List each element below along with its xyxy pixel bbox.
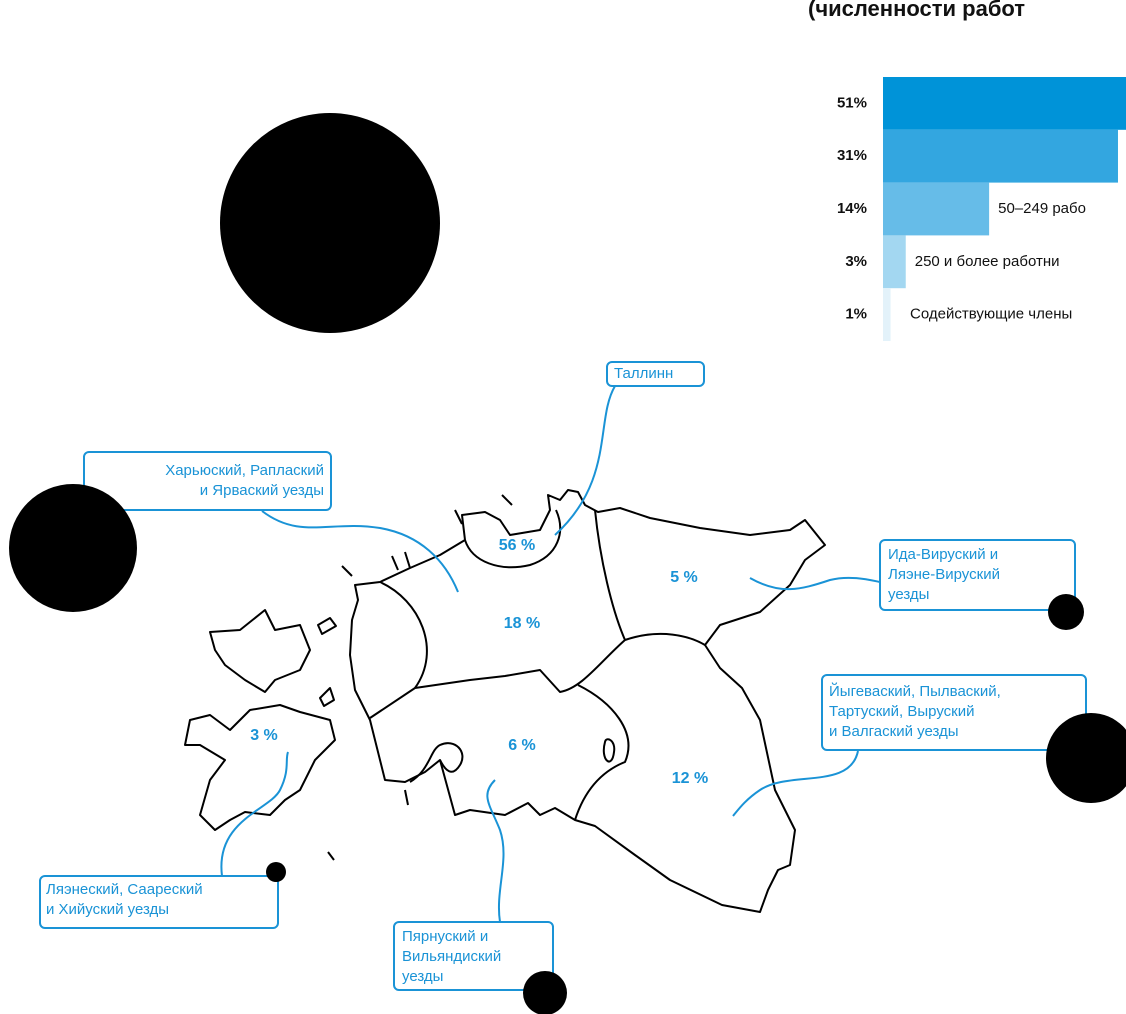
region-name: уезды bbox=[402, 968, 443, 985]
label-box bbox=[821, 674, 1087, 751]
map-outline bbox=[184, 489, 826, 913]
region-name: и Ярваский уезды bbox=[200, 482, 324, 499]
placeholder-circle bbox=[1046, 713, 1126, 803]
label-box bbox=[39, 875, 279, 929]
bar bbox=[883, 182, 990, 236]
border bbox=[379, 581, 428, 689]
border bbox=[574, 684, 630, 821]
region-name: уезды bbox=[888, 586, 929, 603]
value-label: 51% bbox=[837, 94, 867, 111]
placeholder-circle bbox=[523, 971, 567, 1014]
region-share: 6 % bbox=[508, 737, 536, 754]
region-name: Таллинн bbox=[614, 365, 673, 382]
border bbox=[624, 632, 706, 646]
region-name: Ляэне-Вируский bbox=[888, 566, 1000, 583]
region-name: Пярнуский и bbox=[402, 928, 488, 945]
island bbox=[317, 617, 337, 635]
island bbox=[184, 704, 336, 831]
leader-line bbox=[732, 750, 859, 817]
leader-line bbox=[554, 385, 616, 536]
leader-line bbox=[220, 751, 289, 877]
region-name: и Хийуский уезды bbox=[46, 901, 169, 918]
chart-title: (численности работ bbox=[808, 0, 1025, 21]
region-name: Тартуский, Выруский bbox=[829, 703, 974, 720]
region-share: 12 % bbox=[672, 770, 708, 787]
label-box bbox=[83, 451, 332, 511]
placeholder-circle bbox=[266, 862, 286, 882]
islet bbox=[327, 494, 513, 861]
leader-lines bbox=[220, 385, 881, 923]
island bbox=[319, 687, 335, 707]
leader-line bbox=[749, 576, 881, 591]
region-name: Ляэнеский, Саареский bbox=[46, 881, 203, 898]
region-share: 5 % bbox=[670, 569, 698, 586]
placeholder-circle bbox=[9, 484, 137, 612]
region-name: Ида-Вируский и bbox=[888, 546, 998, 563]
region-share: 56 % bbox=[499, 537, 535, 554]
value-label: 31% bbox=[837, 147, 867, 164]
label-box bbox=[393, 921, 554, 991]
bar bbox=[883, 235, 906, 289]
value-label: 3% bbox=[845, 253, 867, 270]
region-name: Харьюский, Раплаский bbox=[165, 462, 324, 479]
region-name: Йыгеваский, Пылваский, bbox=[829, 682, 1001, 700]
value-label: 14% bbox=[837, 200, 867, 217]
border bbox=[369, 639, 626, 719]
region-share: 3 % bbox=[250, 727, 278, 744]
border bbox=[409, 742, 464, 783]
label-box bbox=[606, 361, 705, 387]
category-label: 250 и более работни bbox=[915, 253, 1060, 270]
placeholder-circle bbox=[220, 113, 440, 333]
label-box bbox=[879, 539, 1076, 611]
lake bbox=[602, 738, 616, 763]
category-label: 50–249 рабо bbox=[998, 200, 1086, 217]
island bbox=[209, 609, 311, 693]
category-label: Содействующие члены bbox=[910, 306, 1072, 323]
leader-line bbox=[261, 510, 459, 593]
border bbox=[594, 509, 626, 641]
value-label: 1% bbox=[845, 306, 867, 323]
bar bbox=[883, 77, 1126, 130]
leader-line bbox=[486, 779, 505, 923]
placeholder-circle bbox=[1048, 594, 1084, 630]
bar bbox=[883, 129, 1118, 183]
bar bbox=[883, 288, 891, 341]
region-name: Вильяндиский bbox=[402, 948, 501, 965]
region-name: и Валгаский уезды bbox=[829, 723, 959, 740]
mainland bbox=[349, 489, 826, 913]
region-share: 18 % bbox=[504, 615, 540, 632]
